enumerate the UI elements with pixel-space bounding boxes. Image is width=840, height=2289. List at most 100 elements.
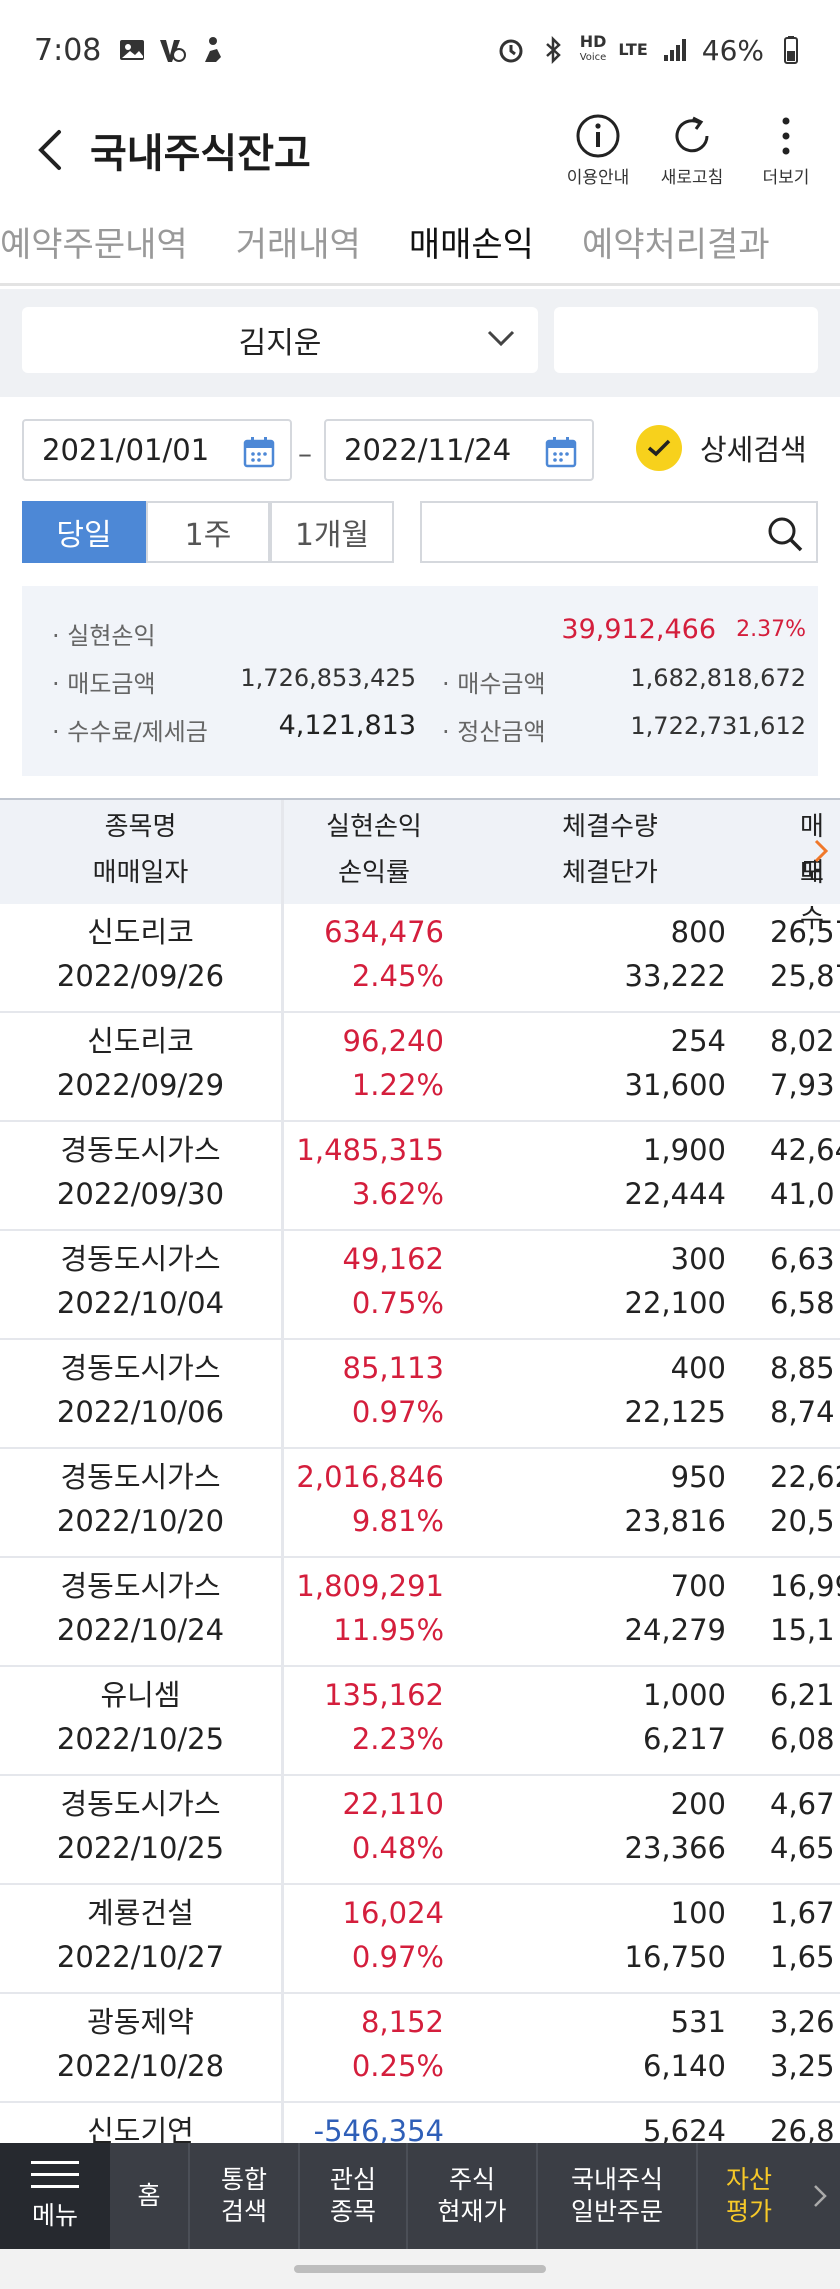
table-row[interactable]: 경동도시가스 2022/09/30 1,485,315 3.62% 1,900 22,44… — [0, 1122, 840, 1231]
table-row[interactable]: 유니셈 2022/10/25 135,162 2.23% 1,000 6,217 6,21 6… — [0, 1667, 840, 1776]
period-row: 당일 1주 1개월 — [0, 497, 840, 569]
trade-date: 2022/10/06 — [56, 1395, 225, 1429]
trade-date: 2022/09/30 — [56, 1177, 225, 1211]
calendar-icon — [243, 437, 275, 468]
account-number-field[interactable] — [554, 307, 818, 373]
table-row[interactable]: 신도리코 2022/09/29 96,240 1.22% 254 31,600 8,02 7,… — [0, 1013, 840, 1122]
back-button[interactable] — [10, 100, 90, 200]
exec-qty: 400 — [670, 1351, 726, 1385]
exec-qty: 100 — [670, 1896, 726, 1930]
home-indicator[interactable] — [294, 2265, 546, 2273]
account-select[interactable]: 김지운 — [22, 307, 538, 373]
sell-amount: 1,67 — [770, 1896, 835, 1930]
buy-amount: 6,08 — [770, 1722, 835, 1756]
table-row[interactable]: 경동도시가스 2022/10/25 22,110 0.48% 200 23,366 4,67… — [0, 1776, 840, 1885]
period-today-button[interactable]: 당일 — [22, 501, 146, 563]
nav-order-line1: 국내주식 — [570, 2165, 663, 2194]
stock-search-input[interactable] — [420, 501, 818, 563]
buy-amount: 41,0 — [770, 1177, 835, 1211]
buy-amount-label: · 매수금액 — [442, 670, 546, 698]
nav-search-line1: 통합 — [220, 2165, 267, 2194]
account-name: 김지운 — [238, 326, 322, 361]
sell-amount: 8,02 — [770, 1024, 835, 1058]
table-row[interactable]: 경동도시가스 2022/10/06 85,113 0.97% 400 22,125 8,85… — [0, 1340, 840, 1449]
sell-amount: 6,21 — [770, 1678, 835, 1712]
table-row[interactable]: 계룡건설 2022/10/27 16,024 0.97% 100 16,750 1,67 1,… — [0, 1885, 840, 1994]
refresh-icon — [675, 116, 709, 152]
tab-bar: 예약주문내역 거래내역 매매손익 예약처리결과 — [0, 200, 840, 286]
profit-rate: 11.95% — [333, 1613, 444, 1647]
nav-next-button[interactable] — [800, 2143, 840, 2249]
trade-date: 2022/10/24 — [56, 1613, 225, 1647]
detail-search-toggle[interactable]: 상세검색 — [636, 425, 807, 471]
exec-qty: 200 — [670, 1787, 726, 1821]
v-notification-icon — [160, 40, 187, 62]
nav-current-price[interactable]: 주식 현재가 — [408, 2143, 538, 2249]
nav-domestic-order[interactable]: 국내주식 일반주문 — [538, 2143, 698, 2249]
calendar-icon — [545, 437, 577, 468]
exec-qty: 531 — [670, 2005, 726, 2039]
end-date-field[interactable]: 2022/11/24 — [324, 419, 594, 481]
voice-label: Voice — [579, 52, 607, 63]
tab-trading-profit[interactable]: 매매손익 — [385, 200, 558, 283]
table-row[interactable]: 광동제약 2022/10/28 8,152 0.25% 531 6,140 3,26 3,25 — [0, 1994, 840, 2103]
profit-rate: 1.22% — [351, 1068, 444, 1102]
start-date-field[interactable]: 2021/01/01 — [22, 419, 292, 481]
end-date-value: 2022/11/24 — [344, 433, 512, 467]
exec-price: 16,750 — [624, 1940, 726, 1974]
stock-name: 신도기연 — [87, 2114, 194, 2143]
nav-asset-evaluation[interactable]: 자산 평가 — [698, 2143, 800, 2249]
sell-amount: 8,85 — [770, 1351, 835, 1385]
refresh-button[interactable]: 새로고침 — [654, 113, 730, 188]
exec-qty: 254 — [670, 1024, 726, 1058]
nav-watchlist[interactable]: 관심 종목 — [300, 2143, 408, 2249]
profit-rate: 0.97% — [351, 1395, 444, 1429]
realized-profit: 8,152 — [360, 2005, 444, 2039]
tab-reserved-orders[interactable]: 예약주문내역 — [0, 225, 188, 265]
header-stock-name: 종목명 — [104, 812, 177, 842]
profit-rate: 0.75% — [351, 1286, 444, 1320]
scroll-right-icon[interactable] — [812, 838, 830, 864]
table-row[interactable]: 경동도시가스 2022/10/24 1,809,291 11.95% 700 24,279… — [0, 1558, 840, 1667]
exec-qty: 950 — [670, 1460, 726, 1494]
exec-price: 33,222 — [624, 959, 726, 993]
profit-rate: 2.23% — [351, 1722, 444, 1756]
profit-rate: 3.62% — [351, 1177, 444, 1211]
period-week-button[interactable]: 1주 — [146, 501, 270, 563]
realized-profit: 1,485,315 — [296, 1133, 444, 1167]
nav-asset-line2: 평가 — [725, 2197, 772, 2226]
menu-button[interactable]: 메뉴 — [0, 2143, 110, 2249]
period-month-button[interactable]: 1개월 — [270, 501, 394, 563]
more-button[interactable]: 더보기 — [748, 113, 824, 188]
nav-home[interactable]: 홈 — [110, 2143, 190, 2249]
exec-qty: 5,624 — [642, 2114, 726, 2143]
date-separator: – — [298, 437, 312, 470]
buy-amount: 8,74 — [770, 1395, 835, 1429]
exec-price: 31,600 — [624, 1068, 726, 1102]
table-row[interactable]: 경동도시가스 2022/10/20 2,016,846 9.81% 950 23,816 2… — [0, 1449, 840, 1558]
nav-search-line2: 검색 — [220, 2197, 267, 2226]
tab-reservation-results[interactable]: 예약처리결과 — [581, 225, 770, 265]
nav-watchlist-label: 관심 종목 — [330, 2164, 376, 2228]
tab-transactions[interactable]: 거래내역 — [235, 225, 361, 265]
exec-price: 23,816 — [624, 1504, 726, 1538]
nav-price-label: 주식 현재가 — [437, 2164, 506, 2228]
settlement-value: 1,722,731,612 — [630, 712, 806, 740]
trade-date: 2022/09/26 — [56, 959, 225, 993]
info-button[interactable]: 이용안내 — [560, 113, 636, 188]
date-range-row: 2021/01/01 – 2022/11/24 상세검색 — [0, 397, 840, 497]
search-icon[interactable] — [766, 515, 804, 553]
trade-table: 종목명 매매일자 실현손익 손익률 체결수량 체결단가 매도 매수 신도리코 20… — [0, 798, 840, 2143]
realized-profit: 96,240 — [342, 1024, 444, 1058]
table-row[interactable]: 신도리코 2022/09/26 634,476 2.45% 800 33,222 26,57… — [0, 904, 840, 1013]
table-row[interactable]: 신도기연 -546,354 5,624 26,8 — [0, 2103, 840, 2143]
sell-amount: 4,67 — [770, 1787, 835, 1821]
table-row[interactable]: 경동도시가스 2022/10/04 49,162 0.75% 300 22,100 6,63… — [0, 1231, 840, 1340]
exec-qty: 700 — [670, 1569, 726, 1603]
more-vertical-icon — [782, 117, 790, 154]
stock-name: 경동도시가스 — [60, 1242, 221, 1276]
header-profit-rate: 손익률 — [338, 858, 410, 888]
